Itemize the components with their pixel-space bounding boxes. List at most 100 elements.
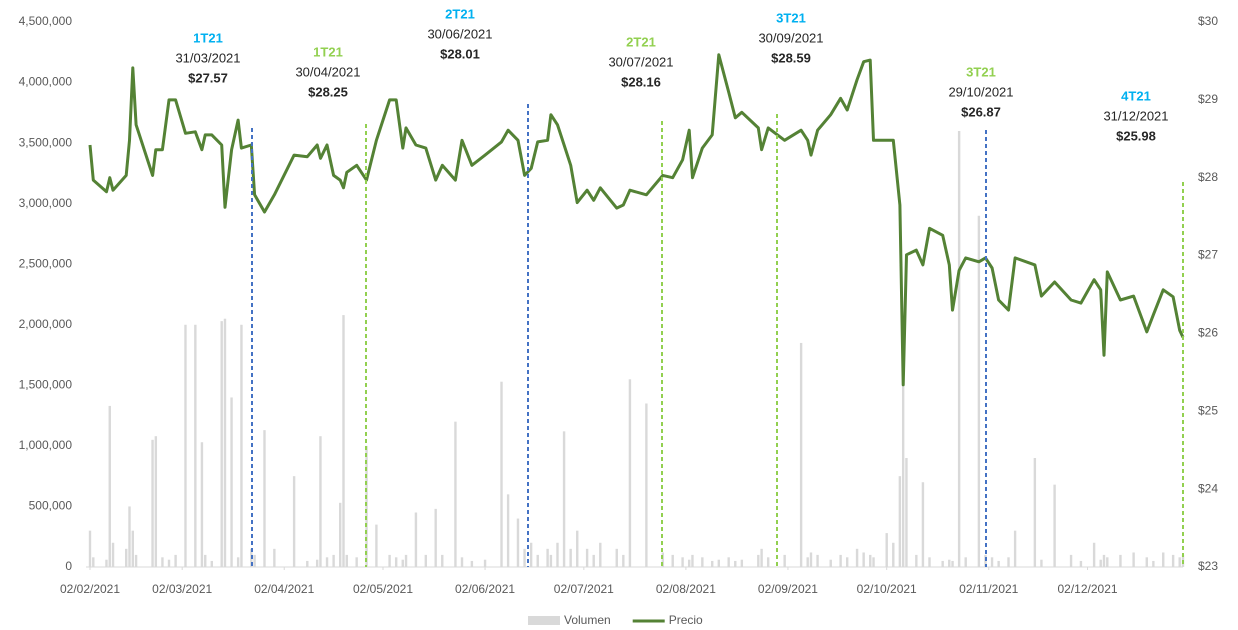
volume-bar [500,381,503,567]
volume-bar [799,342,803,567]
volume-bar [506,494,510,567]
y2-tick-label: $23 [1198,559,1218,573]
volume-bar [355,557,358,567]
volume-bar [240,324,243,567]
volume-bar [1152,560,1155,567]
volume-bar [701,557,704,567]
volume-bar [1132,552,1135,567]
volume-bar [997,560,1000,567]
volume-bar [941,560,944,567]
volume-bar [569,548,572,567]
volume-bar [1178,557,1181,567]
y2-tick-label: $29 [1198,92,1218,106]
annotation-quarter: 1T21 [313,44,343,59]
volume-bar [128,506,131,567]
volume-bar [1171,554,1175,567]
volume-bar [872,557,875,567]
volume-bar [204,554,207,567]
volume-bar [365,445,368,567]
x-tick-label: 02/08/2021 [656,582,716,596]
volume-bar [892,542,895,567]
volume-bar [615,548,618,567]
volume-bar [1145,557,1148,567]
volume-bar [546,548,549,567]
volume-bar [236,557,240,567]
volume-bar [592,554,595,567]
volume-bar [315,559,319,567]
volume-bar [806,557,809,567]
volume-bar [717,559,721,567]
volume-bar [1092,542,1096,567]
volume-bar [740,559,744,567]
volume-bar [424,554,428,567]
annotation-quarter: 2T21 [445,6,475,21]
volume-bar [470,560,474,567]
x-tick-label: 02/07/2021 [554,582,614,596]
volume-bar [585,548,589,567]
x-tick-label: 02/05/2021 [353,582,413,596]
volume-bar [230,397,233,567]
volume-bar [339,502,342,567]
volume-bar [1013,530,1017,567]
y-tick-label: 2,000,000 [19,317,73,331]
volume-bar [441,554,444,567]
y2-tick-label: $30 [1198,14,1218,28]
annotation-quarter: 1T21 [193,30,223,45]
volume-bar [194,324,197,567]
volume-bar [414,512,418,567]
volume-bar [921,482,925,567]
volume-bar [951,560,954,567]
volume-bar [523,548,526,567]
volume-bar [161,557,164,567]
annotation-date: 30/04/2021 [295,64,360,79]
y2-tick-label: $26 [1198,326,1218,340]
volume-bar [1119,554,1122,567]
volume-bar [990,557,994,567]
y-tick-label: 500,000 [29,499,73,513]
volume-bar [885,533,888,567]
volume-bar [342,315,345,567]
volume-bar [862,552,865,567]
volume-bar [184,324,187,567]
volume-bar [319,436,322,567]
volume-bar [460,557,464,567]
volume-bar [760,548,763,567]
volume-bar [869,554,872,567]
volume-bar [105,559,108,567]
y-tick-label: 4,500,000 [19,14,73,28]
volume-bar [345,554,348,567]
volume-bar [483,559,487,567]
volume-bar [134,554,138,567]
volume-bar [167,559,171,567]
volume-bar [915,554,918,567]
volume-bar [576,530,579,567]
volume-bar [1106,557,1109,567]
volume-bar [404,554,408,567]
volume-bar [332,554,335,567]
volume-bar [1069,554,1073,567]
volume-bar [111,542,115,567]
volume-bar [434,508,437,567]
volume-bar [691,554,694,567]
volume-bar [263,430,266,567]
volume-bar [727,557,730,567]
legend-label: Precio [669,613,703,627]
annotation-quarter: 4T21 [1121,88,1151,103]
volume-bar [151,439,154,567]
volume-bar [964,557,967,567]
volume-bar [599,542,602,567]
volume-bar [549,554,553,567]
volume-bar [562,431,566,567]
annotation-price: $28.16 [621,74,661,89]
y2-tick-label: $25 [1198,403,1218,417]
y-tick-label: 3,500,000 [19,135,73,149]
volume-bar [516,518,520,567]
annotation-quarter: 2T21 [626,34,656,49]
volume-bar [131,530,134,567]
annotation-date: 30/07/2021 [608,54,673,69]
volume-bar [536,554,539,567]
volume-bar [388,554,391,567]
volume-bar [681,557,684,567]
